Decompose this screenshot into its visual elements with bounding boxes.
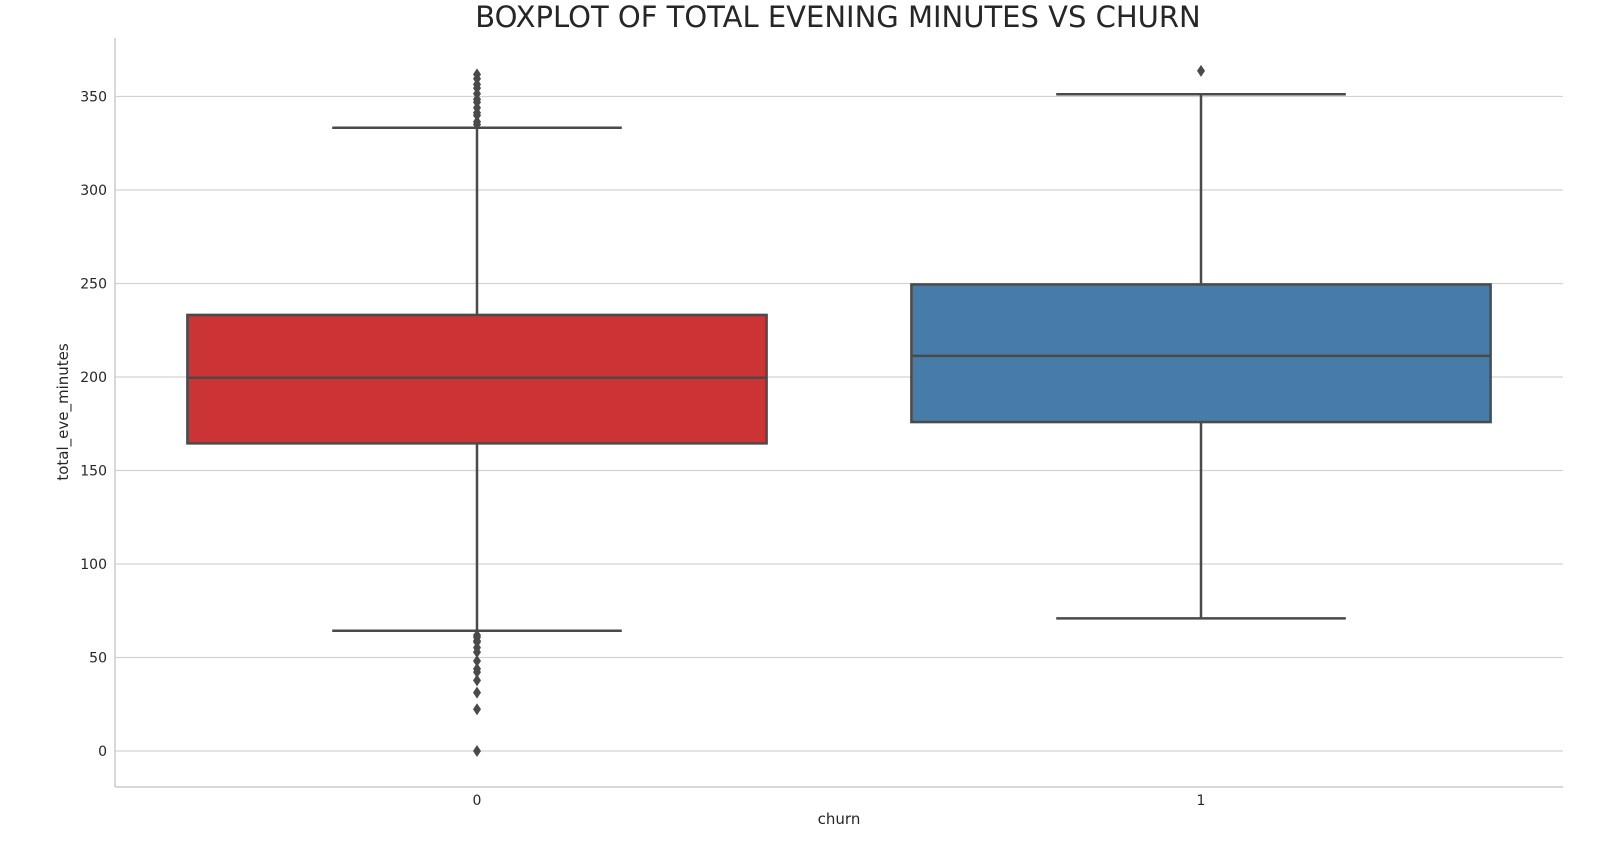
box-group-churn-0 <box>186 68 768 757</box>
y-tick-label: 0 <box>98 744 107 760</box>
iqr-box <box>186 313 768 445</box>
y-tick-label: 50 <box>89 651 107 667</box>
outlier-point <box>473 655 481 668</box>
x-tick-label: 0 <box>473 793 482 809</box>
outlier-point <box>1197 64 1205 77</box>
y-tick-label: 250 <box>80 277 107 293</box>
y-tick-label: 350 <box>80 90 107 106</box>
outlier-point <box>473 686 481 699</box>
outlier-point <box>473 629 481 642</box>
box-group-churn-1 <box>910 64 1492 620</box>
outlier-point <box>473 703 481 716</box>
x-axis-label: churn <box>818 810 861 828</box>
outlier-point <box>473 662 481 675</box>
y-tick-label: 200 <box>80 370 107 386</box>
y-tick-label: 100 <box>80 557 107 573</box>
outlier-point <box>473 115 481 128</box>
y-tick-label: 300 <box>80 183 107 199</box>
outlier-point <box>473 674 481 687</box>
y-tick-labels: 0 50 100 150 200 250 300 350 <box>80 90 107 761</box>
x-tick-label: 1 <box>1197 793 1206 809</box>
y-tick-label: 150 <box>80 464 107 480</box>
outlier-point <box>473 745 481 757</box>
outlier-point <box>473 68 481 81</box>
iqr-box <box>910 283 1492 424</box>
box-layer <box>186 64 1492 757</box>
chart-title: BOXPLOT OF TOTAL EVENING MINUTES VS CHUR… <box>475 0 1200 34</box>
axis-spines <box>114 38 1563 788</box>
y-axis-label: total_eve_minutes <box>54 343 73 481</box>
